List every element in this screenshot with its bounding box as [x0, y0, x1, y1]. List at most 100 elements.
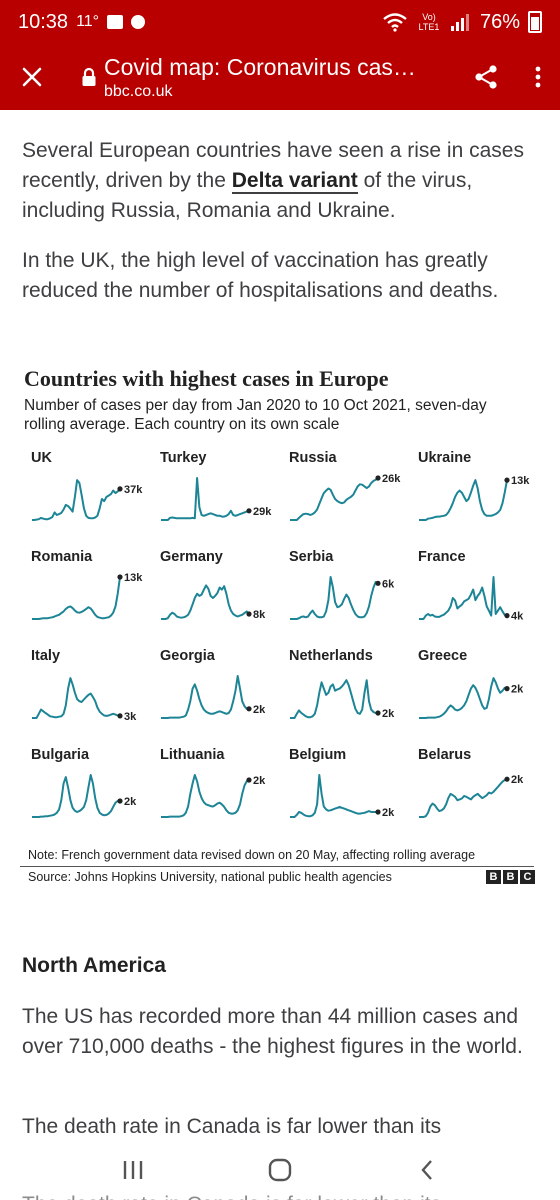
- status-right: Vo) LTE1 76%: [382, 11, 542, 34]
- chart-panel-italy: Italy 3k: [28, 646, 154, 745]
- latest-point: [375, 710, 381, 716]
- back-button[interactable]: [397, 1148, 457, 1192]
- status-time: 10:38: [18, 10, 69, 33]
- home-button[interactable]: [250, 1148, 310, 1192]
- country-label: Romania: [31, 549, 93, 565]
- latest-value-label: 13k: [511, 475, 530, 487]
- latest-value-label: 2k: [382, 807, 395, 819]
- sparkline-svg: 2k: [32, 774, 137, 818]
- country-label: Lithuania: [160, 747, 225, 763]
- chart-panel-bulgaria: Bulgaria 2k: [28, 745, 154, 844]
- latest-point: [246, 777, 252, 783]
- lock-button[interactable]: [76, 67, 102, 87]
- bbc-logo-letter-2: B: [503, 870, 518, 884]
- latest-point: [246, 611, 252, 617]
- country-label: Turkey: [160, 450, 207, 466]
- chart-title: Countries with highest cases in Europe: [24, 366, 389, 391]
- latest-value-label: 6k: [382, 578, 395, 590]
- page-title: Covid map: Coronavirus cases, deaths and…: [104, 53, 426, 80]
- series-line: [161, 477, 250, 521]
- chart-panel-ukraine: Ukraine 13k: [415, 448, 541, 547]
- latest-point: [375, 475, 381, 481]
- sparkline-svg: 37k: [32, 479, 143, 521]
- series-line: [419, 677, 508, 719]
- status-left: 10:38 11°: [18, 10, 146, 34]
- recents-button[interactable]: [103, 1148, 163, 1192]
- latest-point: [117, 486, 123, 492]
- home-icon: [268, 1158, 292, 1182]
- latest-value-label: 2k: [253, 775, 266, 787]
- share-button[interactable]: [456, 44, 516, 110]
- country-label: UK: [31, 450, 52, 466]
- back-icon: [421, 1160, 432, 1180]
- lock-icon: [82, 67, 96, 86]
- series-line: [290, 774, 378, 818]
- page-url: bbc.co.uk: [104, 82, 173, 100]
- latest-value-label: 26k: [382, 473, 401, 485]
- chart-panel-turkey: Turkey 29k: [157, 448, 283, 547]
- sparkline-svg: 4k: [419, 576, 524, 623]
- country-label: Ukraine: [418, 450, 472, 466]
- country-label: Italy: [31, 648, 61, 664]
- status-bar: 10:38 11° Vo) LTE1 76%: [0, 0, 560, 44]
- series-line: [419, 778, 508, 818]
- latest-value-label: 3k: [124, 711, 137, 723]
- notification-app-icon: [107, 15, 124, 29]
- latest-point: [117, 713, 123, 719]
- bbc-logo-letter-3: C: [520, 870, 535, 884]
- latest-value-label: 2k: [124, 796, 137, 808]
- share-icon: [475, 65, 497, 89]
- latest-point: [246, 706, 252, 712]
- country-label: Netherlands: [289, 648, 373, 664]
- battery-icon: [528, 11, 542, 33]
- paragraph-1-text-a: Several European countries have seen a r…: [22, 139, 524, 192]
- latest-value-label: 2k: [382, 708, 395, 720]
- latest-value-label: 29k: [253, 506, 272, 518]
- series-line: [419, 576, 508, 620]
- sparkline-svg: 2k: [290, 679, 395, 720]
- series-line: [290, 477, 379, 521]
- browser-toolbar: Covid map: Coronavirus cases, deaths and…: [0, 44, 560, 110]
- latest-value-label: 2k: [253, 704, 266, 716]
- latest-value-label: 4k: [511, 611, 524, 623]
- country-label: Serbia: [289, 549, 334, 565]
- sparkline-svg: 2k: [290, 774, 395, 819]
- more-options-button[interactable]: [516, 44, 560, 110]
- sparkline-svg: 2k: [161, 675, 266, 719]
- series-line: [161, 774, 250, 818]
- latest-point: [504, 613, 510, 619]
- latest-value-label: 13k: [124, 572, 143, 584]
- section-heading: North America: [22, 954, 166, 977]
- close-button[interactable]: [0, 44, 64, 110]
- battery-percent: 76%: [479, 10, 520, 33]
- sparkline-svg: 13k: [419, 475, 530, 521]
- latest-point: [246, 508, 252, 514]
- network-type-label: Vo) LTE1: [418, 12, 440, 32]
- bbc-logo-letter-1: B: [486, 870, 501, 884]
- country-label: Greece: [418, 648, 468, 664]
- series-line: [32, 677, 121, 719]
- chart-panel-france: France 4k: [415, 547, 541, 646]
- chart-panel-greece: Greece 2k: [415, 646, 541, 745]
- delta-variant-link[interactable]: Delta variant: [231, 169, 358, 194]
- small-multiples-chart: UK 37k Turkey 29k Russia 26k Ukraine 13k Romania…: [28, 448, 534, 844]
- bbc-logo: B B C: [486, 870, 535, 884]
- sparkline-svg: 29k: [161, 477, 272, 521]
- chart-panel-romania: Romania 13k: [28, 547, 154, 646]
- page-title-area[interactable]: Covid map: Coronavirus cases, deaths and…: [102, 54, 456, 101]
- latest-point: [117, 574, 123, 580]
- wifi-icon: [383, 13, 407, 32]
- series-line: [290, 576, 379, 620]
- latest-point: [117, 798, 123, 804]
- paragraph-1-text-b: of the virus, including Russia, Romania …: [22, 169, 473, 222]
- article-paragraph-4-behind-nav: The death rate in Canada is far lower th…: [22, 1190, 542, 1200]
- sparkline-svg: 2k: [419, 677, 524, 719]
- chart-divider: [20, 866, 534, 867]
- close-icon: [22, 67, 42, 87]
- signal-icon: [450, 14, 469, 31]
- latest-value-label: 2k: [511, 774, 524, 786]
- latest-point: [375, 809, 381, 815]
- chart-subtitle: Number of cases per day from Jan 2020 to…: [24, 397, 487, 433]
- chart-panel-belgium: Belgium 2k: [286, 745, 412, 844]
- latest-point: [504, 776, 510, 782]
